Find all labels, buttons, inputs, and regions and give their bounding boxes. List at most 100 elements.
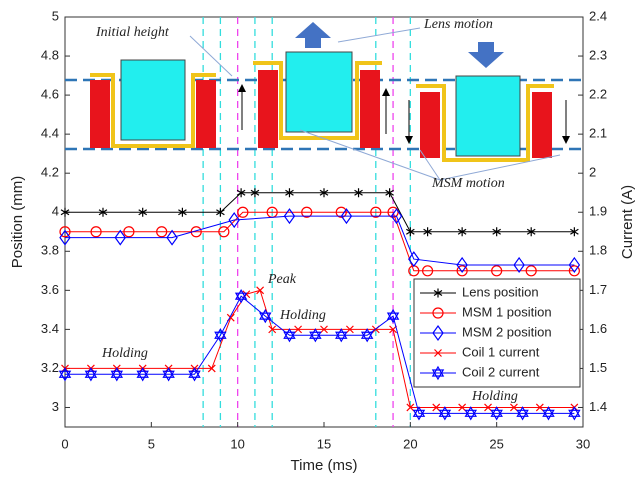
annotation: Lens motion (423, 17, 493, 32)
lens (285, 51, 353, 133)
marker-shape (59, 226, 71, 238)
marker (90, 226, 102, 238)
marker (162, 367, 175, 382)
marker-shape (389, 325, 397, 334)
marker (456, 256, 468, 273)
marker (123, 226, 135, 238)
marker-shape (433, 288, 443, 298)
legend-label: Coil 1 current (462, 344, 540, 359)
marker-shape (59, 229, 71, 246)
marker (568, 265, 580, 277)
marker-shape (345, 325, 354, 334)
marker (526, 227, 536, 237)
marker (214, 328, 227, 343)
marker (114, 229, 126, 246)
marker (406, 227, 415, 237)
marker-shape (390, 208, 403, 225)
legend-label: Coil 2 current (462, 364, 540, 379)
coil (360, 70, 380, 148)
arrow-down (468, 42, 504, 68)
marker-shape (422, 265, 434, 277)
marker (136, 367, 149, 382)
marker-shape (525, 265, 537, 277)
marker (207, 364, 216, 373)
marker (464, 406, 478, 421)
marker-shape (138, 207, 148, 217)
marker-shape (492, 227, 501, 237)
leader (189, 35, 233, 77)
marker-shape (568, 265, 580, 277)
marker-shape (385, 188, 394, 198)
marker (490, 406, 503, 421)
marker-shape (408, 251, 420, 268)
arrow-up (295, 22, 331, 48)
marker (385, 188, 394, 198)
y-tick-label: 4.4 (41, 126, 59, 141)
marker (431, 365, 445, 381)
marker-shape (207, 364, 216, 373)
leader (299, 129, 441, 181)
marker (335, 328, 348, 343)
marker-shape (84, 367, 98, 382)
marker-shape (114, 229, 126, 246)
marker (510, 403, 518, 412)
x-tick-label: 10 (230, 436, 244, 451)
marker (237, 206, 249, 218)
marker-shape (458, 403, 467, 412)
marker (98, 207, 108, 217)
x-tick-label: 15 (317, 436, 331, 451)
marker (422, 265, 434, 277)
marker-shape (412, 406, 426, 421)
marker (156, 226, 168, 238)
marker (570, 227, 579, 237)
annotation: Holding (279, 308, 326, 323)
leader (337, 27, 421, 43)
marker-shape (456, 265, 468, 277)
x-tick-label: 25 (489, 436, 503, 451)
marker-shape (464, 406, 478, 421)
msm (416, 84, 554, 162)
marker (59, 226, 71, 238)
marker-shape (166, 229, 178, 246)
marker-shape (457, 227, 467, 237)
y2-tick-label: 1.7 (589, 282, 607, 297)
marker-shape (236, 188, 246, 198)
marker (218, 226, 230, 238)
marker-shape (340, 208, 353, 225)
marker (259, 308, 272, 324)
marker (370, 206, 382, 218)
marker (59, 229, 71, 246)
y2-tick-label: 1.6 (589, 321, 607, 336)
marker (283, 208, 296, 225)
marker (84, 367, 98, 382)
annotation: Holding (471, 389, 518, 404)
marker (60, 207, 70, 217)
y2-tick-label: 2.4 (589, 8, 607, 23)
annotation: Initial height (95, 25, 170, 40)
marker (268, 325, 277, 334)
marker-shape (156, 226, 168, 238)
marker-shape (320, 325, 328, 334)
leader (419, 149, 441, 181)
marker (491, 265, 503, 277)
marker-shape (434, 349, 442, 357)
marker (178, 207, 187, 217)
marker (319, 188, 329, 198)
marker-shape (542, 406, 555, 421)
marker (535, 403, 544, 412)
arrow-head (238, 84, 246, 92)
marker-shape (432, 307, 444, 319)
marker-shape (285, 188, 294, 198)
msm (253, 61, 382, 140)
marker-shape (60, 207, 70, 217)
marker-shape (490, 406, 503, 421)
annotation: Peak (267, 272, 297, 287)
coil (258, 70, 278, 148)
y-tick-label: 5 (52, 8, 59, 23)
marker (294, 325, 303, 334)
legend-label: MSM 2 position (462, 324, 552, 339)
marker (516, 406, 529, 421)
marker (256, 286, 265, 295)
marker (389, 325, 397, 334)
x-tick-label: 20 (403, 436, 417, 451)
